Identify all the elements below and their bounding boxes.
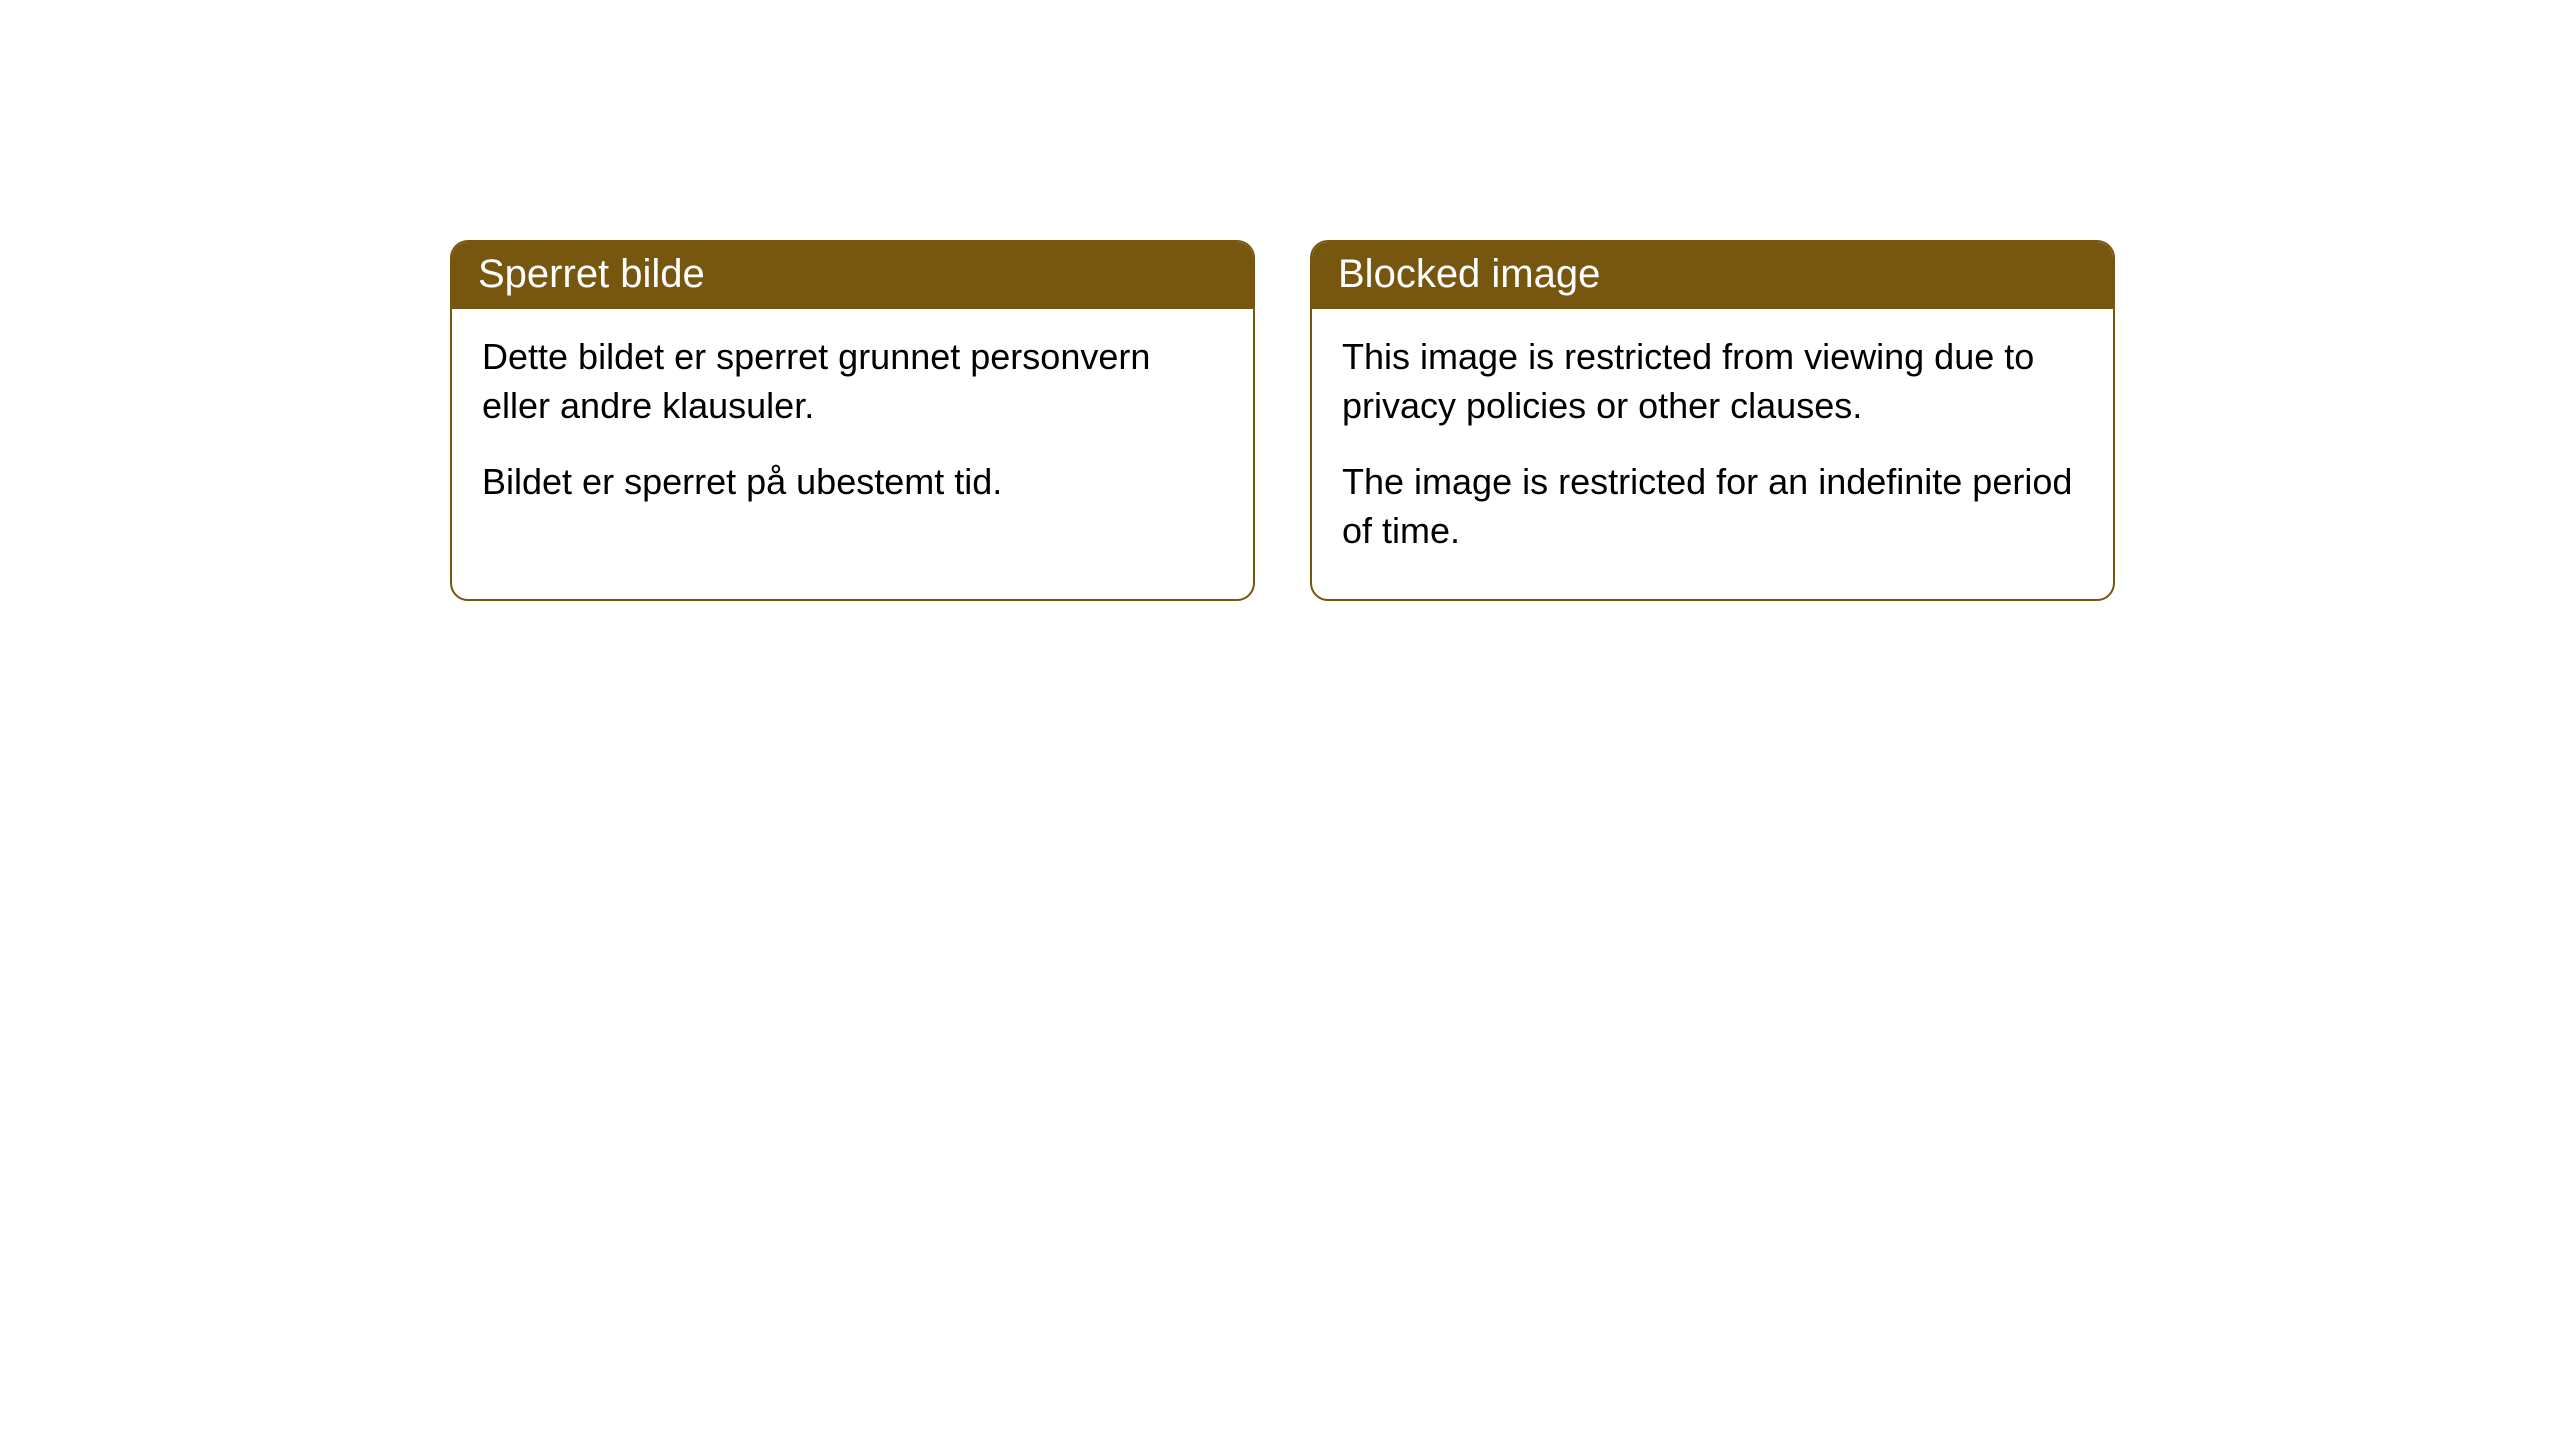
card-paragraph: This image is restricted from viewing du… — [1342, 333, 2083, 430]
card-body-en: This image is restricted from viewing du… — [1312, 309, 2113, 599]
card-header-no: Sperret bilde — [452, 242, 1253, 309]
notice-cards-container: Sperret bilde Dette bildet er sperret gr… — [450, 240, 2115, 601]
blocked-image-card-no: Sperret bilde Dette bildet er sperret gr… — [450, 240, 1255, 601]
blocked-image-card-en: Blocked image This image is restricted f… — [1310, 240, 2115, 601]
card-paragraph: Bildet er sperret på ubestemt tid. — [482, 458, 1223, 507]
card-paragraph: The image is restricted for an indefinit… — [1342, 458, 2083, 555]
card-body-no: Dette bildet er sperret grunnet personve… — [452, 309, 1253, 551]
card-paragraph: Dette bildet er sperret grunnet personve… — [482, 333, 1223, 430]
card-header-en: Blocked image — [1312, 242, 2113, 309]
